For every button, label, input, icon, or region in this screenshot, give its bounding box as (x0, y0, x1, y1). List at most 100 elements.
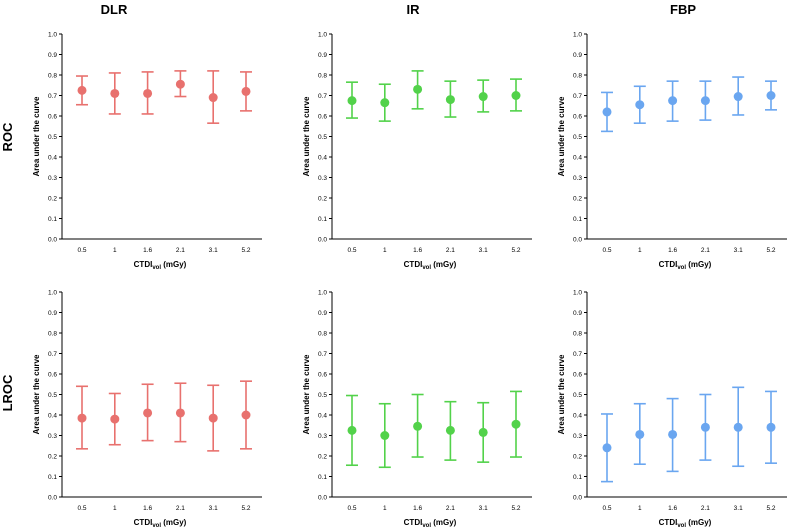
chart-roc-fbp-y-tick-label: 0.2 (573, 195, 582, 202)
chart-roc-fbp-y-tick-label: 0.5 (573, 134, 582, 141)
chart-roc-dlr-point (77, 85, 87, 95)
chart-lroc-dlr-point (175, 408, 185, 418)
chart-lroc-ir-y-tick-label: 0.6 (318, 371, 327, 378)
chart-roc-fbp-y-label: Area under the curve (557, 96, 566, 177)
chart-roc-ir-y-tick-label: 0.7 (318, 93, 327, 100)
chart-roc-fbp-x-label: CTDIvol (mGy) (659, 260, 712, 271)
chart-roc-ir-point (511, 91, 521, 100)
chart-roc-ir-point (413, 84, 423, 94)
chart-roc-fbp-x-tick-label: 1.6 (668, 247, 677, 254)
chart-roc-dlr-x-tick-label: 5.2 (241, 247, 250, 254)
chart-roc-dlr-x-tick-label: 1.6 (143, 247, 152, 254)
chart-lroc-ir-y-tick-label: 1.0 (318, 289, 327, 296)
chart-lroc-dlr: 0.0 0.1 0.2 0.3 0.4 0.5 0.6 0.7 0.8 0.9 1.0 Area un… (32, 289, 262, 529)
chart-roc-fbp-point (700, 96, 710, 106)
chart-roc-ir-y-tick-label: 0.2 (318, 195, 327, 202)
chart-lroc-dlr-y-tick-label: 0.8 (48, 330, 57, 337)
chart-roc-fbp-point (602, 107, 612, 117)
chart-lroc-dlr-point (110, 414, 120, 424)
chart-lroc-ir-point (380, 431, 390, 440)
chart-roc-dlr-point (110, 88, 120, 98)
chart-lroc-fbp-y-tick-label: 0.0 (573, 494, 582, 501)
chart-roc-dlr-y-tick-label: 0.7 (48, 93, 57, 100)
chart-roc-ir-point (380, 98, 390, 108)
chart-lroc-dlr-y-tick-label: 0.6 (48, 371, 57, 378)
chart-roc-ir-x-tick-label: 5.2 (511, 247, 520, 254)
chart-lroc-dlr-y-tick-label: 0.5 (48, 392, 57, 399)
chart-lroc-dlr-point (77, 413, 87, 423)
chart-lroc-ir-y-tick-label: 0.8 (318, 330, 327, 337)
chart-lroc-fbp-x-label: CTDIvol (mGy) (659, 518, 712, 527)
chart-roc-ir-point (347, 96, 357, 106)
chart-roc-fbp-x-tick-label: 3.1 (734, 247, 743, 254)
chart-roc-fbp-x-tick-label: 0.5 (602, 247, 611, 254)
chart-lroc-dlr-y-tick-label: 1.0 (48, 289, 57, 296)
chart-lroc-ir-x-label: CTDIvol (mGy) (404, 518, 457, 527)
chart-lroc-fbp-point (733, 422, 743, 432)
chart-roc-dlr-y-tick-label: 0.4 (48, 154, 57, 161)
chart-lroc-dlr-y-tick-label: 0.3 (48, 433, 57, 440)
chart-roc-dlr-x-tick-label: 1 (113, 247, 117, 254)
chart-roc-ir-y-tick-label: 0.5 (318, 134, 327, 141)
chart-lroc-dlr-x-tick-label: 0.5 (77, 505, 86, 512)
chart-roc-ir-x-tick-label: 0.5 (347, 247, 356, 254)
chart-roc-fbp-x-tick-label: 2.1 (701, 247, 710, 254)
chart-lroc-ir-point (413, 421, 423, 431)
chart-lroc-ir-point (511, 419, 521, 429)
chart-lroc-fbp-y-tick-label: 0.5 (573, 392, 582, 399)
chart-roc-dlr-point (208, 93, 218, 103)
chart-lroc-ir-x-tick-label: 5.2 (511, 505, 520, 512)
chart-lroc-ir-x-tick-label: 1 (383, 505, 387, 512)
chart-roc-fbp-y-tick-label: 0.0 (573, 236, 582, 243)
chart-roc-fbp-x-tick-label: 1 (638, 247, 642, 254)
chart-lroc-dlr-x-tick-label: 1.6 (143, 505, 152, 512)
chart-roc-fbp-y-tick-label: 0.8 (573, 72, 582, 79)
chart-roc-ir-y-tick-label: 0.0 (318, 236, 327, 243)
chart-lroc-fbp-x-tick-label: 1.6 (668, 505, 677, 512)
chart-lroc-fbp-point (700, 422, 710, 432)
chart-roc-dlr-y-tick-label: 0.0 (48, 236, 57, 243)
chart-roc-fbp-y-tick-label: 1.0 (573, 31, 582, 38)
chart-roc-ir-point (445, 95, 455, 105)
chart-roc-ir-x-label: CTDIvol (mGy) (404, 260, 457, 271)
chart-lroc-ir-y-tick-label: 0.9 (318, 310, 327, 317)
chart-roc-fbp-point (766, 91, 776, 100)
chart-roc-ir-x-tick-label: 2.1 (446, 247, 455, 254)
chart-roc-dlr-y-tick-label: 0.9 (48, 52, 57, 59)
chart-roc-ir-x-tick-label: 3.1 (479, 247, 488, 254)
chart-lroc-dlr-y-tick-label: 0.7 (48, 351, 57, 358)
chart-lroc-fbp-y-tick-label: 0.4 (573, 412, 582, 419)
chart-lroc-ir-y-tick-label: 0.7 (318, 351, 327, 358)
chart-roc-dlr-y-label: Area under the curve (32, 96, 41, 177)
chart-roc-fbp-point (733, 92, 743, 102)
chart-lroc-fbp-point (668, 429, 678, 439)
chart-lroc-fbp-x-tick-label: 1 (638, 505, 642, 512)
chart-lroc-fbp-x-tick-label: 5.2 (766, 505, 775, 512)
chart-lroc-fbp-point (635, 429, 645, 439)
chart-lroc-dlr-x-tick-label: 5.2 (241, 505, 250, 512)
chart-roc-fbp-point (635, 100, 645, 110)
chart-roc-dlr-point (241, 86, 251, 96)
chart-roc-ir: 0.0 0.1 0.2 0.3 0.4 0.5 0.6 0.7 0.8 0.9 1.0 Area un… (302, 31, 532, 271)
chart-lroc-ir-x-tick-label: 3.1 (479, 505, 488, 512)
chart-lroc-fbp-y-label: Area under the curve (557, 354, 566, 435)
chart-roc-dlr: 0.0 0.1 0.2 0.3 0.4 0.5 0.6 0.7 0.8 0.9 1.0 Area un… (32, 31, 262, 271)
chart-roc-dlr-point (143, 88, 153, 98)
chart-roc-ir-y-tick-label: 1.0 (318, 31, 327, 38)
chart-roc-ir-y-tick-label: 0.8 (318, 72, 327, 79)
chart-roc-ir-point (478, 92, 488, 102)
chart-roc-fbp-y-tick-label: 0.7 (573, 93, 582, 100)
chart-lroc-dlr-x-tick-label: 3.1 (209, 505, 218, 512)
column-title-fbp: FBP (670, 2, 696, 17)
chart-roc-fbp-x-tick-label: 5.2 (766, 247, 775, 254)
chart-roc-dlr-y-tick-label: 1.0 (48, 31, 57, 38)
chart-roc-ir-y-tick-label: 0.9 (318, 52, 327, 59)
chart-lroc-dlr-y-tick-label: 0.9 (48, 310, 57, 317)
chart-lroc-fbp-point (602, 443, 612, 453)
chart-lroc-fbp: 0.0 0.1 0.2 0.3 0.4 0.5 0.6 0.7 0.8 0.9 1.0 Area un… (557, 289, 787, 529)
chart-roc-dlr-y-tick-label: 0.5 (48, 134, 57, 141)
row-title-lroc: LROC (0, 374, 15, 411)
chart-lroc-ir-point (347, 425, 357, 435)
chart-roc-dlr-y-tick-label: 0.6 (48, 113, 57, 120)
chart-roc-ir-y-tick-label: 0.1 (318, 216, 327, 223)
